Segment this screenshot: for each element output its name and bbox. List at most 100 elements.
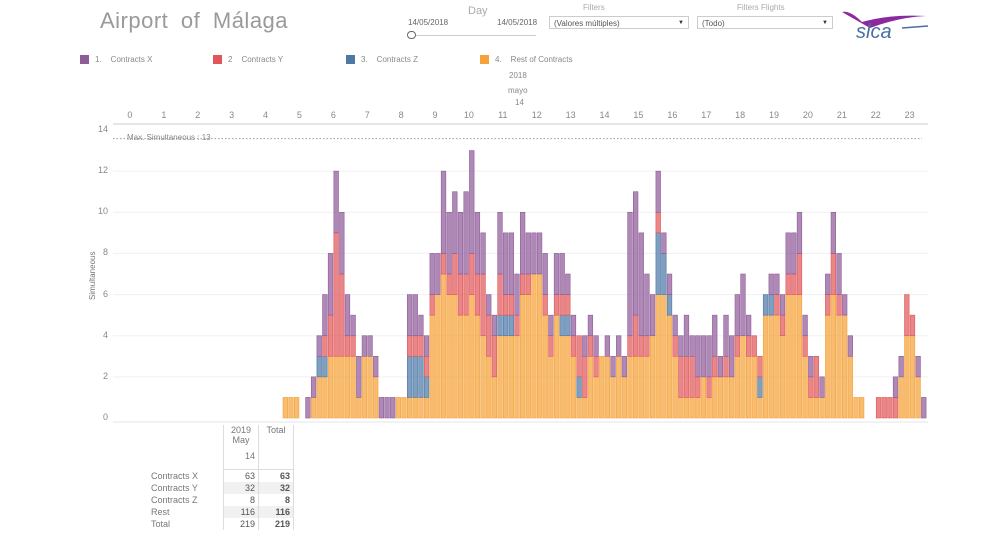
bar-segment-contracts-x[interactable] [310,376,317,398]
bar-segment-rest-of-contracts[interactable] [723,376,729,419]
bar-segment-contracts-z[interactable] [412,355,418,398]
bar-segment-contracts-x[interactable] [717,355,723,378]
bar-segment-contracts-y[interactable] [503,294,509,316]
bar-segment-contracts-y[interactable] [519,273,526,295]
bar-segment-contracts-x[interactable] [548,314,554,337]
bar-segment-contracts-z[interactable] [661,253,667,295]
bar-segment-contracts-y[interactable] [525,273,531,295]
bar-segment-rest-of-contracts[interactable] [683,397,690,419]
bar-segment-contracts-y[interactable] [706,376,712,398]
bar-segment-rest-of-contracts[interactable] [909,335,916,419]
bar-segment-rest-of-contracts[interactable] [649,335,656,419]
bar-segment-contracts-x[interactable] [604,335,610,357]
bar-segment-contracts-y[interactable] [429,294,435,316]
bar-segment-contracts-x[interactable] [666,273,673,295]
bar-segment-contracts-z[interactable] [406,355,413,398]
bar-segment-contracts-z[interactable] [316,355,322,378]
bar-segment-rest-of-contracts[interactable] [695,397,701,419]
bar-segment-contracts-x[interactable] [390,397,396,419]
bar-segment-rest-of-contracts[interactable] [842,314,848,419]
bar-segment-contracts-y[interactable] [565,294,571,316]
bar-segment-contracts-y[interactable] [570,335,577,357]
bar-segment-contracts-y[interactable] [808,376,814,398]
bar-segment-rest-of-contracts[interactable] [508,335,514,419]
bar-segment-contracts-x[interactable] [469,150,475,254]
bar-segment-contracts-x[interactable] [819,376,825,398]
bar-segment-contracts-x[interactable] [915,355,921,378]
bar-segment-rest-of-contracts[interactable] [570,355,577,419]
bar-segment-rest-of-contracts[interactable] [531,273,537,419]
bar-segment-contracts-x[interactable] [785,232,791,275]
bar-segment-contracts-x[interactable] [610,355,616,378]
bar-segment-contracts-x[interactable] [519,211,526,275]
bar-segment-contracts-z[interactable] [762,294,769,316]
bar-segment-contracts-x[interactable] [474,211,481,275]
bar-segment-contracts-x[interactable] [536,232,543,275]
bar-segment-rest-of-contracts[interactable] [486,355,492,419]
bar-segment-contracts-y[interactable] [486,314,492,357]
bar-segment-rest-of-contracts[interactable] [497,335,503,419]
bar-segment-contracts-y[interactable] [446,273,452,295]
bar-segment-rest-of-contracts[interactable] [282,397,288,419]
bar-segment-contracts-x[interactable] [695,335,701,378]
bar-segment-contracts-y[interactable] [339,273,345,357]
bar-segment-contracts-x[interactable] [898,355,904,378]
bar-segment-contracts-y[interactable] [553,294,560,316]
bar-segment-contracts-x[interactable] [729,335,735,378]
bar-segment-contracts-y[interactable] [463,273,469,316]
bar-segment-contracts-z[interactable] [559,314,565,337]
bar-segment-contracts-x[interactable] [525,232,531,275]
bar-segment-contracts-x[interactable] [406,294,413,337]
bar-segment-rest-of-contracts[interactable] [751,355,757,419]
bar-segment-rest-of-contracts[interactable] [401,397,407,419]
bar-segment-rest-of-contracts[interactable] [836,314,842,419]
bar-segment-contracts-y[interactable] [712,355,718,378]
bar-segment-rest-of-contracts[interactable] [898,376,904,419]
legend-item[interactable]: 1. Contracts X [80,55,152,64]
bar-segment-contracts-y[interactable] [508,294,514,316]
bar-segment-rest-of-contracts[interactable] [853,397,859,419]
bar-segment-contracts-y[interactable] [322,335,328,357]
bar-segment-rest-of-contracts[interactable] [373,376,379,419]
bar-segment-contracts-y[interactable] [638,335,644,357]
bar-segment-contracts-x[interactable] [712,314,718,357]
bar-segment-rest-of-contracts[interactable] [327,355,334,419]
bar-segment-contracts-x[interactable] [627,211,633,337]
bar-segment-rest-of-contracts[interactable] [627,355,633,419]
bar-segment-contracts-x[interactable] [616,335,622,357]
bar-segment-contracts-x[interactable] [779,294,786,316]
bar-segment-contracts-x[interactable] [672,314,678,337]
bar-segment-contracts-x[interactable] [689,335,695,357]
bar-segment-contracts-x[interactable] [356,355,362,398]
bar-segment-rest-of-contracts[interactable] [548,355,554,419]
bar-segment-contracts-x[interactable] [632,191,639,316]
bar-segment-contracts-y[interactable] [423,355,430,378]
bar-segment-contracts-y[interactable] [469,253,475,295]
bar-segment-contracts-y[interactable] [587,335,594,357]
bar-segment-rest-of-contracts[interactable] [361,355,368,419]
bar-segment-contracts-x[interactable] [740,273,746,337]
bar-segment-rest-of-contracts[interactable] [666,314,673,419]
bar-segment-rest-of-contracts[interactable] [638,355,644,419]
bar-segment-contracts-x[interactable] [700,335,707,378]
bar-segment-contracts-y[interactable] [418,335,424,357]
bar-segment-rest-of-contracts[interactable] [791,294,797,419]
bar-segment-contracts-x[interactable] [457,211,464,275]
bar-segment-contracts-y[interactable] [542,294,548,316]
bar-segment-rest-of-contracts[interactable] [779,335,786,419]
bar-segment-rest-of-contracts[interactable] [808,397,814,419]
filters-flights-dropdown[interactable]: (Todo) ▼ [697,16,833,29]
bar-segment-contracts-y[interactable] [452,253,458,295]
bar-segment-contracts-z[interactable] [503,314,509,337]
day-slider-handle[interactable] [407,31,416,39]
bar-segment-contracts-x[interactable] [796,211,803,254]
bar-segment-contracts-x[interactable] [587,314,594,337]
bar-segment-contracts-x[interactable] [440,170,447,254]
bar-segment-rest-of-contracts[interactable] [712,376,718,419]
bar-segment-rest-of-contracts[interactable] [847,355,853,419]
bar-segment-rest-of-contracts[interactable] [576,397,582,419]
bar-segment-rest-of-contracts[interactable] [621,376,627,419]
bar-segment-rest-of-contracts[interactable] [762,314,769,419]
bar-segment-contracts-y[interactable] [440,253,447,275]
bar-segment-contracts-x[interactable] [344,294,351,337]
